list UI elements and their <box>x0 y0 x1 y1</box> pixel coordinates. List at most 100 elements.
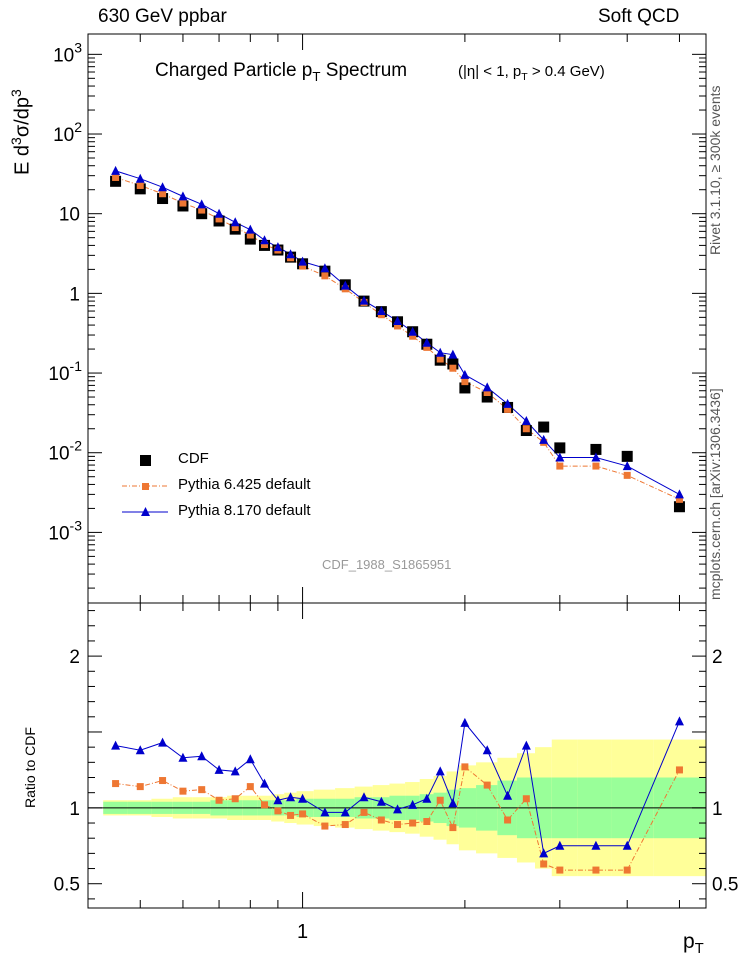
data-point-pythia6 <box>112 173 120 181</box>
legend-entry-cdf: CDF <box>120 448 380 472</box>
data-point-pythia8 <box>230 217 240 227</box>
data-point-pythia8 <box>111 165 121 175</box>
data-point-pythia8 <box>340 280 350 290</box>
ratio-point-pythia8 <box>230 766 240 776</box>
x-tick-label: 1 <box>297 921 308 943</box>
ratio-point-pythia8 <box>555 840 565 850</box>
data-point-pythia8 <box>135 173 145 183</box>
title-main-sub: T <box>312 68 321 84</box>
data-point-pythia6 <box>136 181 144 189</box>
data-point-pythia8 <box>591 452 601 462</box>
data-point-pythia8 <box>158 182 168 192</box>
y-tick-label: 103 <box>53 39 82 66</box>
data-point-pythia8 <box>674 489 684 499</box>
ratio-point-pythia8 <box>622 840 632 850</box>
data-point-pythia8 <box>320 263 330 273</box>
ratio-tick-label-right: 0.5 <box>712 875 738 896</box>
legend-label-pythia6: Pythia 6.425 default <box>178 476 311 493</box>
data-point-pythia8 <box>273 242 283 252</box>
chart-title-cuts: (|η| < 1, pT > 0.4 GeV) <box>458 63 605 83</box>
ratio-point-pythia6 <box>136 783 144 791</box>
y-tick-label: 10-2 <box>48 438 82 465</box>
data-point-pythia6 <box>159 190 167 198</box>
data-point-cdf <box>157 193 169 205</box>
data-point-pythia8 <box>260 235 270 245</box>
ylabel-part2: σ/dp <box>11 97 34 138</box>
data-point-pythia8 <box>555 452 565 462</box>
ratio-point-pythia6 <box>377 816 385 824</box>
legend-entry-pythia6: Pythia 6.425 default <box>120 474 380 498</box>
data-point-pythia6 <box>423 343 431 351</box>
ratio-point-pythia6 <box>522 795 530 803</box>
ratio-point-pythia6 <box>341 821 349 829</box>
data-point-pythia6 <box>461 378 469 386</box>
ratio-line-pythia8 <box>115 721 680 855</box>
ratio-point-pythia6 <box>215 796 223 804</box>
data-point-cdf <box>590 443 602 455</box>
mcplots-label: mcplots.cern.ch [arXiv:1306.3436] <box>707 388 723 600</box>
data-point-pythia6 <box>261 241 269 249</box>
ratio-tick-label-left: 1 <box>69 799 80 820</box>
ratio-point-pythia6 <box>504 816 512 824</box>
ratio-point-pythia8 <box>521 740 531 750</box>
y-tick-label: 10-3 <box>48 517 82 544</box>
ratio-point-pythia8 <box>591 840 601 850</box>
ratio-y-axis-label: Ratio to CDF <box>22 727 38 808</box>
data-point-pythia8 <box>376 306 386 316</box>
ratio-point-pythia6 <box>623 866 631 874</box>
ratio-point-pythia8 <box>460 717 470 727</box>
ratio-point-pythia8 <box>503 790 513 800</box>
ratio-point-pythia8 <box>245 754 255 764</box>
ratio-point-pythia8 <box>286 792 296 802</box>
ratio-point-pythia6 <box>198 786 206 794</box>
data-point-pythia8 <box>460 369 470 379</box>
legend-label-pythia8: Pythia 8.170 default <box>178 502 311 519</box>
ratio-tick-label-left: 0.5 <box>54 875 80 896</box>
ratio-point-pythia6 <box>592 866 600 874</box>
ratio-point-pythia6 <box>675 766 683 774</box>
title-cut-rest: > 0.4 GeV) <box>527 63 605 80</box>
data-point-pythia8 <box>521 416 531 426</box>
ratio-point-pythia6 <box>231 795 239 803</box>
ratio-point-pythia8 <box>408 799 418 809</box>
ratio-point-pythia6 <box>274 807 282 815</box>
data-point-pythia8 <box>408 326 418 336</box>
data-point-cdf <box>459 382 471 394</box>
ylabel-sup1: 3 <box>8 137 24 145</box>
ratio-point-pythia6 <box>436 796 444 804</box>
ratio-point-pythia8 <box>359 792 369 802</box>
data-point-cdf <box>244 233 256 245</box>
ratio-point-pythia6 <box>409 819 417 827</box>
data-point-pythia6 <box>449 364 457 372</box>
xlabel-sub: T <box>694 941 704 958</box>
ratio-point-pythia8 <box>178 752 188 762</box>
title-main-rest: Spectrum <box>320 60 408 81</box>
legend-label-cdf: CDF <box>178 450 209 467</box>
data-point-pythia8 <box>359 295 369 305</box>
ratio-point-pythia6 <box>394 821 402 829</box>
title-main-text: Charged Particle p <box>155 60 313 81</box>
data-point-pythia6 <box>299 262 307 270</box>
data-point-pythia6 <box>231 224 239 232</box>
ratio-point-pythia8 <box>197 751 207 761</box>
data-point-cdf <box>196 208 208 220</box>
ratio-point-pythia6 <box>556 866 564 874</box>
data-point-cdf <box>481 391 493 403</box>
ratio-point-pythia8 <box>674 716 684 726</box>
ratio-point-pythia8 <box>448 798 458 808</box>
process-label: Soft QCD <box>598 6 680 27</box>
data-point-cdf <box>673 501 685 513</box>
ratio-point-pythia6 <box>112 780 120 788</box>
ratio-point-pythia8 <box>435 766 445 776</box>
data-point-pythia6 <box>483 388 491 396</box>
ratio-point-pythia8 <box>298 793 308 803</box>
ratio-point-pythia8 <box>135 745 145 755</box>
ratio-frame <box>87 602 707 909</box>
data-point-pythia8 <box>503 398 513 408</box>
data-point-pythia8 <box>286 249 296 259</box>
ylabel-part1: E d <box>11 144 34 175</box>
ratio-tick-label-right: 1 <box>712 799 723 820</box>
data-point-cdf <box>538 421 550 433</box>
data-point-pythia8 <box>539 434 549 444</box>
